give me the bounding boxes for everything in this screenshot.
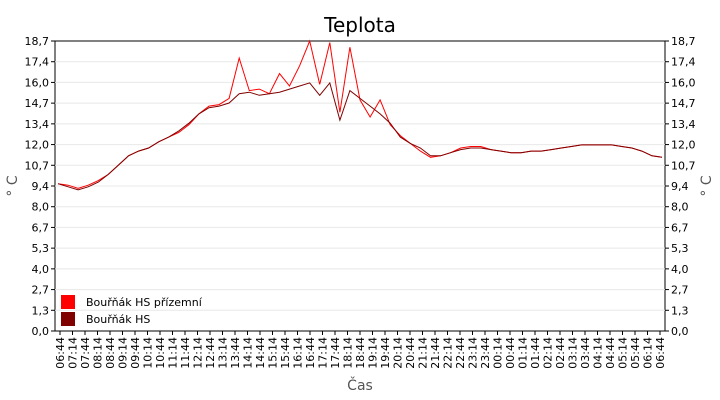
x-tick-label: 11:14 bbox=[167, 337, 180, 369]
y-tick-label: 9,4 bbox=[32, 180, 50, 193]
y-tick-label: 13,4 bbox=[25, 118, 50, 131]
x-tick-label: 17:44 bbox=[329, 337, 342, 369]
x-tick-label: 04:44 bbox=[604, 337, 617, 369]
legend-label-series-2: Bouřňák HS bbox=[86, 313, 150, 326]
x-axis: 06:44 07:14 07:44 08:14 08:44 09:14 09:44 10:14… bbox=[54, 331, 667, 369]
y-axis-right: 0,0 1,3 2,7 4,0 5,3 6,7 8,0 9,4 10,7 12,0 13,4 14,7… bbox=[665, 35, 696, 338]
y-tick-label: 4,0 bbox=[32, 263, 50, 276]
x-tick-label: 14:44 bbox=[254, 337, 267, 369]
y-tick-label: 2,7 bbox=[671, 284, 689, 297]
x-tick-label: 14:14 bbox=[242, 337, 255, 369]
x-tick-label: 21:44 bbox=[429, 337, 442, 369]
legend-label-series-1: Bouřňák HS přízemní bbox=[86, 296, 203, 309]
y-tick-label: 16,0 bbox=[671, 76, 696, 89]
chart-title: Teplota bbox=[323, 13, 396, 37]
x-tick-label: 04:14 bbox=[592, 337, 605, 369]
grid-lines bbox=[55, 61, 665, 311]
y-tick-label: 0,0 bbox=[32, 325, 50, 338]
x-tick-label: 16:44 bbox=[304, 337, 317, 369]
x-tick-label: 12:14 bbox=[192, 337, 205, 369]
y-tick-label: 2,7 bbox=[32, 284, 50, 297]
x-tick-label: 02:14 bbox=[542, 337, 555, 369]
x-tick-label: 02:44 bbox=[554, 337, 567, 369]
x-tick-label: 13:44 bbox=[229, 337, 242, 369]
x-tick-label: 19:14 bbox=[367, 337, 380, 369]
y-tick-label: 17,4 bbox=[671, 56, 696, 69]
x-tick-label: 03:14 bbox=[567, 337, 580, 369]
y-tick-label: 6,7 bbox=[32, 221, 50, 234]
y-tick-label: 14,7 bbox=[671, 97, 696, 110]
y-tick-label: 8,0 bbox=[32, 201, 50, 214]
y-tick-label: 17,4 bbox=[25, 56, 50, 69]
y-tick-label: 12,0 bbox=[25, 139, 50, 152]
x-axis-label: Čas bbox=[347, 376, 373, 394]
y-tick-label: 5,3 bbox=[671, 242, 689, 255]
x-tick-label: 18:14 bbox=[342, 337, 355, 369]
x-tick-label: 20:44 bbox=[404, 337, 417, 369]
y-axis-label-right: ° C bbox=[699, 175, 715, 196]
x-tick-label: 09:44 bbox=[129, 337, 142, 369]
x-tick-label: 05:14 bbox=[617, 337, 630, 369]
x-tick-label: 12:44 bbox=[204, 337, 217, 369]
y-tick-label: 6,7 bbox=[671, 221, 689, 234]
y-tick-label: 9,4 bbox=[671, 180, 689, 193]
x-tick-label: 18:44 bbox=[354, 337, 367, 369]
x-tick-label: 23:14 bbox=[467, 337, 480, 369]
series-line-2 bbox=[57, 81, 663, 191]
y-tick-label: 4,0 bbox=[671, 263, 689, 276]
y-tick-label: 1,3 bbox=[671, 304, 689, 317]
x-tick-label: 01:44 bbox=[529, 337, 542, 369]
y-tick-label: 10,7 bbox=[671, 159, 696, 172]
y-tick-label: 10,7 bbox=[25, 159, 50, 172]
x-tick-label: 05:44 bbox=[629, 337, 642, 369]
y-tick-label: 1,3 bbox=[32, 304, 50, 317]
x-tick-label: 10:14 bbox=[142, 337, 155, 369]
x-tick-label: 22:44 bbox=[454, 337, 467, 369]
x-tick-label: 07:44 bbox=[79, 337, 92, 369]
x-tick-label: 00:14 bbox=[492, 337, 505, 369]
x-tick-label: 22:14 bbox=[442, 337, 455, 369]
y-tick-label: 8,0 bbox=[671, 201, 689, 214]
y-tick-label: 13,4 bbox=[671, 118, 696, 131]
y-tick-label: 0,0 bbox=[671, 325, 689, 338]
x-tick-label: 23:44 bbox=[479, 337, 492, 369]
x-tick-label: 13:14 bbox=[217, 337, 230, 369]
y-tick-label: 14,7 bbox=[25, 97, 50, 110]
legend-swatch-series-2 bbox=[61, 312, 75, 326]
x-tick-label: 15:14 bbox=[267, 337, 280, 369]
x-tick-label: 11:44 bbox=[179, 337, 192, 369]
x-tick-label: 01:14 bbox=[517, 337, 530, 369]
x-tick-label: 19:44 bbox=[379, 337, 392, 369]
x-tick-label: 20:14 bbox=[392, 337, 405, 369]
x-tick-label: 00:44 bbox=[504, 337, 517, 369]
y-tick-label: 16,0 bbox=[25, 76, 50, 89]
x-tick-label: 08:44 bbox=[104, 337, 117, 369]
x-tick-label: 15:44 bbox=[279, 337, 292, 369]
x-tick-label: 07:14 bbox=[67, 337, 80, 369]
y-axis-label-left: ° C bbox=[5, 175, 21, 196]
x-tick-label: 06:14 bbox=[642, 337, 655, 369]
series-layer bbox=[57, 39, 663, 191]
y-tick-label: 5,3 bbox=[32, 242, 50, 255]
x-tick-label: 10:44 bbox=[154, 337, 167, 369]
legend-swatch-series-1 bbox=[61, 295, 75, 309]
x-tick-label: 08:14 bbox=[92, 337, 105, 369]
x-tick-label: 06:44 bbox=[54, 337, 67, 369]
x-tick-label: 21:14 bbox=[417, 337, 430, 369]
x-tick-label: 03:44 bbox=[579, 337, 592, 369]
x-tick-label: 16:14 bbox=[292, 337, 305, 369]
y-tick-label: 12,0 bbox=[671, 139, 696, 152]
y-tick-label: 18,7 bbox=[25, 35, 50, 48]
x-tick-label: 17:14 bbox=[317, 337, 330, 369]
y-axis-left: 0,0 1,3 2,7 4,0 5,3 6,7 8,0 9,4 10,7 12,0 13,4 14,7… bbox=[25, 35, 55, 338]
x-tick-label: 06:44 bbox=[654, 337, 667, 369]
y-tick-label: 18,7 bbox=[671, 35, 696, 48]
legend: Bouřňák HS přízemní Bouřňák HS bbox=[61, 295, 203, 326]
x-tick-label: 09:14 bbox=[117, 337, 130, 369]
